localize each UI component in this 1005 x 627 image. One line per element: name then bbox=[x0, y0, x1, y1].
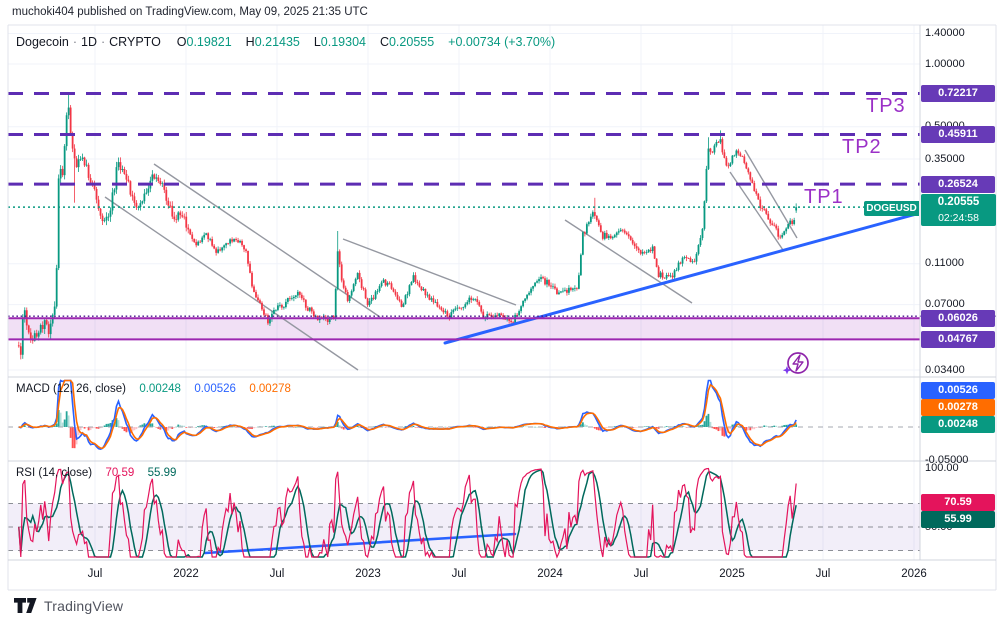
footer-brand[interactable]: TradingView bbox=[14, 598, 123, 614]
candlesticks bbox=[17, 92, 798, 360]
support-trendline bbox=[443, 212, 918, 345]
gridlines bbox=[8, 25, 920, 560]
macd-pane bbox=[8, 379, 920, 450]
lightning-reaction-icon[interactable] bbox=[782, 352, 809, 375]
tradingview-logo-icon bbox=[14, 598, 37, 613]
rsi-trendline bbox=[203, 532, 517, 555]
tradingview-brand-text: TradingView bbox=[44, 598, 124, 614]
rsi-ma-line bbox=[18, 469, 797, 558]
rsi-pane bbox=[8, 467, 920, 559]
macd-signal-line bbox=[18, 379, 797, 450]
rsi-line bbox=[18, 467, 797, 559]
pane-frames bbox=[7, 24, 997, 591]
support-zone bbox=[8, 318, 920, 340]
